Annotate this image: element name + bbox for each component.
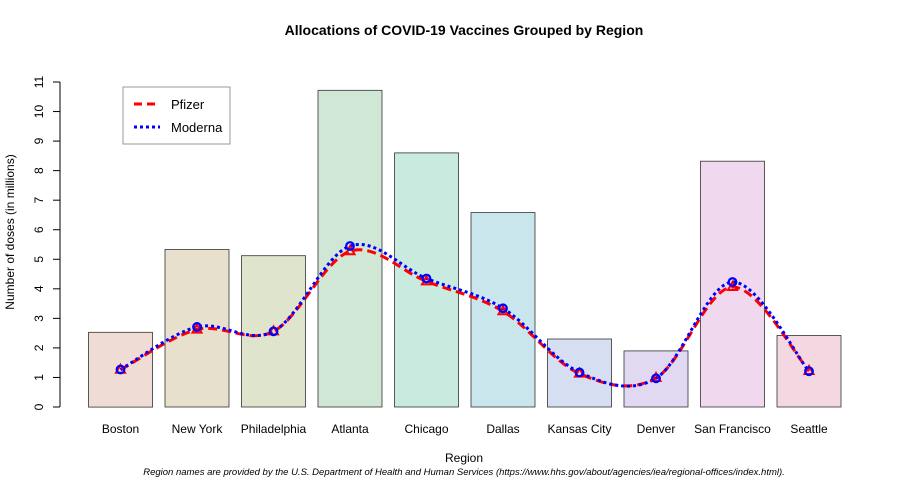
marker-moderna-new-york xyxy=(192,322,202,332)
chart-caption: Region names are provided by the U.S. De… xyxy=(143,467,785,478)
bars-layer xyxy=(88,89,842,408)
y-tick-label-10: 10 xyxy=(32,105,46,119)
x-tick-label-denver: Denver xyxy=(637,422,676,436)
legend-pfizer-label: Pfizer xyxy=(171,97,205,112)
y-tick-label-2: 2 xyxy=(32,344,46,351)
legend-moderna-label: Moderna xyxy=(171,120,223,135)
x-tick-label-philadelphia: Philadelphia xyxy=(241,422,307,436)
bar-atlanta xyxy=(317,89,383,408)
marker-moderna-san-francisco xyxy=(727,277,738,287)
markers-layer xyxy=(114,241,816,384)
marker-moderna-boston xyxy=(115,364,126,375)
marker-moderna-chicago xyxy=(421,273,432,284)
y-axis-label: Number of doses (in millions) xyxy=(3,154,17,309)
marker-moderna-dallas xyxy=(498,303,508,314)
x-tick-label-san-francisco: San Francisco xyxy=(694,422,771,436)
chart-title: Allocations of COVID-19 Vaccines Grouped… xyxy=(285,22,644,38)
lines-layer xyxy=(119,242,811,388)
y-tick-label-3: 3 xyxy=(32,315,46,322)
y-tick-label-6: 6 xyxy=(32,226,46,233)
bar-san-francisco xyxy=(700,160,765,408)
bar-seattle xyxy=(776,335,842,408)
bar-philadelphia xyxy=(241,255,306,408)
marker-moderna-denver xyxy=(651,373,661,384)
y-tick-label-5: 5 xyxy=(32,256,46,263)
x-tick-label-seattle: Seattle xyxy=(790,422,828,436)
y-tick-label-4: 4 xyxy=(32,285,46,292)
y-tick-label-1: 1 xyxy=(32,374,46,381)
x-tick-label-dallas: Dallas xyxy=(486,422,519,436)
y-axis: 0 1 2 3 4 5 6 7 8 9 10 11 xyxy=(32,75,61,410)
marker-moderna-kansas-city xyxy=(574,367,585,378)
y-tick-label-9: 9 xyxy=(32,137,46,144)
x-axis: Boston New York Philadelphia Atlanta Chicago… xyxy=(102,422,828,436)
legend: Pfizer Moderna xyxy=(122,86,231,145)
y-tick-label-8: 8 xyxy=(32,167,46,174)
y-tick-label-11: 11 xyxy=(32,75,46,88)
line-moderna xyxy=(119,242,811,388)
marker-moderna-philadelphia xyxy=(268,326,279,337)
marker-moderna-seattle xyxy=(804,366,814,377)
x-tick-label-boston: Boston xyxy=(102,422,139,436)
marker-moderna-atlanta xyxy=(345,241,355,251)
x-tick-label-new-york: New York xyxy=(172,422,224,436)
x-tick-label-chicago: Chicago xyxy=(404,422,448,436)
legend-box xyxy=(122,86,231,145)
y-tick-label-7: 7 xyxy=(32,197,46,204)
bar-denver xyxy=(623,350,689,408)
x-tick-label-atlanta: Atlanta xyxy=(331,422,369,436)
x-tick-label-kansas-city: Kansas City xyxy=(547,422,611,436)
marker-pfizer-new-york xyxy=(190,322,204,334)
y-tick-label-0: 0 xyxy=(32,403,46,410)
x-axis-label: Region xyxy=(445,451,483,465)
bar-kansas-city xyxy=(547,338,612,408)
